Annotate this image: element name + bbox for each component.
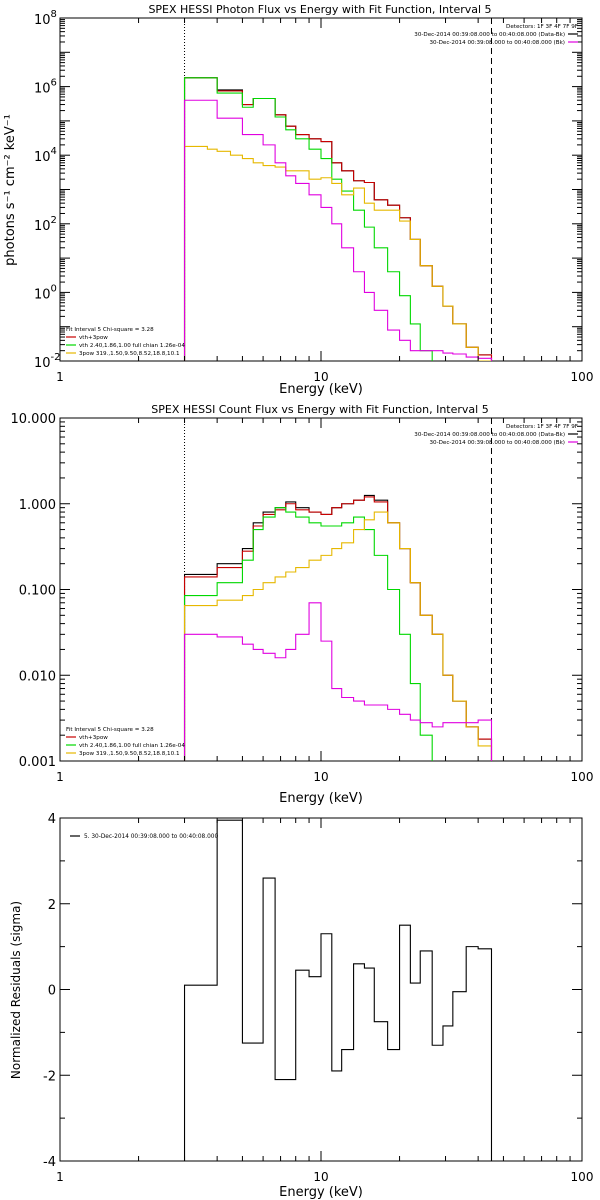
photon-series-black	[183, 77, 493, 361]
count-legend-entry: vth 2.40,1.86,1.00 full chian 1.26e-04	[79, 743, 185, 749]
photon-flux-panel: SPEX HESSI Photon Flux vs Energy with Fi…	[3, 3, 593, 397]
count-legend-entry: Detectors: 1F 3F 4F 7F 9F	[506, 424, 578, 430]
count-series-yellow	[183, 511, 493, 761]
residuals-ylabel: Normalized Residuals (sigma)	[9, 901, 23, 1079]
count-legend-entry: vth+3pow	[79, 735, 108, 741]
count-legend-entry: Fit Interval 5 Chi-square = 3.28	[66, 727, 154, 733]
residuals-ticks: 1 10 100 -4 -2 0 2 4	[43, 812, 593, 1184]
residuals-ytick-label: -2	[43, 1069, 56, 1084]
count-legend-bottomleft: Fit Interval 5 Chi-square = 3.28 vth+3pow…	[66, 727, 185, 757]
residuals-plot-frame	[59, 817, 583, 1162]
photon-legend-entry: 30-Dec-2014 00:39:08.000 to 00:40:08.000…	[429, 40, 565, 46]
photon-ytick-label: 100	[34, 283, 57, 302]
residuals-xtick-label: 100	[571, 1170, 594, 1184]
photon-series-group	[183, 18, 493, 361]
residuals-series-group	[183, 819, 493, 1161]
count-xlabel: Energy (keV)	[279, 791, 363, 806]
count-series-green	[183, 507, 433, 761]
count-flux-panel: SPEX HESSI Count Flux vs Energy with Fit…	[11, 403, 594, 806]
residuals-xlabel: Energy (keV)	[279, 1185, 363, 1200]
count-series-magenta	[183, 602, 493, 761]
photon-legend-entry: 3pow 319.,1.50,9.50,8.52,18.8,10.1	[79, 351, 180, 357]
photon-xtick-label: 100	[571, 370, 594, 384]
photon-title: SPEX HESSI Photon Flux vs Energy with Fi…	[148, 3, 491, 16]
count-ytick-label: 0.010	[19, 669, 56, 684]
count-title: SPEX HESSI Count Flux vs Energy with Fit…	[151, 403, 488, 416]
photon-legend-entry: vth+3pow	[79, 335, 108, 341]
photon-ytick-label: 102	[34, 215, 57, 234]
photon-series-red	[183, 77, 493, 361]
photon-ytick-label: 108	[34, 9, 57, 28]
count-xtick-label: 100	[571, 770, 594, 784]
residuals-xtick-label: 1	[56, 1170, 64, 1184]
count-series-group	[183, 418, 493, 761]
photon-ticks: 1 10 100 10-2 100 102 104 106 108	[34, 9, 593, 384]
photon-legend-bottomleft: Fit Interval 5 Chi-square = 3.28 vth+3pow…	[66, 327, 185, 357]
residuals-xtick-label: 10	[313, 1170, 328, 1184]
photon-ytick-label: 106	[34, 78, 57, 97]
photon-legend-entry: 30-Dec-2014 00:39:08.000 to 00:40:08.000…	[414, 32, 565, 38]
residuals-ytick-label: 4	[48, 812, 56, 827]
count-ticks: 1 10 100 0.001 0.010 0.100 1.000 10.000	[11, 412, 594, 784]
count-ytick-label: 10.000	[11, 412, 57, 427]
count-legend-entry: 30-Dec-2014 00:39:08.000 to 00:40:08.000…	[429, 440, 565, 446]
count-xtick-label: 10	[313, 770, 328, 784]
residuals-ytick-label: -4	[43, 1155, 56, 1170]
count-series-red	[183, 496, 493, 761]
photon-plot-frame	[59, 17, 583, 362]
photon-legend-topright: Detectors: 1F 3F 4F 7F 9F 30-Dec-2014 00:…	[414, 24, 578, 46]
residuals-ytick-label: 2	[48, 898, 56, 913]
count-series-black	[183, 494, 493, 761]
photon-xtick-label: 10	[313, 370, 328, 384]
photon-xtick-label: 1	[56, 370, 64, 384]
photon-ylabel: photons s⁻¹ cm⁻² keV⁻¹	[3, 114, 18, 266]
count-legend-entry: 30-Dec-2014 00:39:08.000 to 00:40:08.000…	[414, 432, 565, 438]
residuals-legend-topleft: 5. 30-Dec-2014 00:39:08.000 to 00:40:08.…	[70, 834, 218, 840]
residuals-series-black	[183, 819, 493, 1161]
count-ytick-label: 1.000	[19, 498, 56, 513]
photon-legend-entry: Fit Interval 5 Chi-square = 3.28	[66, 327, 154, 333]
residuals-ytick-label: 0	[48, 984, 56, 999]
count-ytick-label: 0.001	[19, 755, 56, 770]
count-ytick-label: 0.100	[19, 584, 56, 599]
count-plot-frame	[59, 417, 583, 762]
count-xtick-label: 1	[56, 770, 64, 784]
photon-legend-entry: Detectors: 1F 3F 4F 7F 9F	[506, 24, 578, 30]
residuals-panel: 1 10 100 -4 -2 0 2 4 Energy (keV) Normalized Re…	[9, 812, 593, 1200]
residuals-legend-entry: 5. 30-Dec-2014 00:39:08.000 to 00:40:08.…	[84, 834, 218, 840]
photon-ytick-label: 10-2	[34, 352, 61, 371]
count-legend-topright: Detectors: 1F 3F 4F 7F 9F 30-Dec-2014 00:…	[414, 424, 578, 446]
photon-xlabel: Energy (keV)	[279, 382, 363, 397]
count-legend-entry: 3pow 319.,1.50,9.50,8.52,18.8,10.1	[79, 751, 180, 757]
photon-legend-entry: vth 2.40,1.86,1.00 full chian 1.26e-04	[79, 343, 185, 349]
photon-series-magenta	[183, 99, 493, 361]
photon-series-yellow	[183, 145, 493, 361]
photon-series-green	[183, 77, 433, 361]
photon-ytick-label: 104	[34, 146, 57, 165]
